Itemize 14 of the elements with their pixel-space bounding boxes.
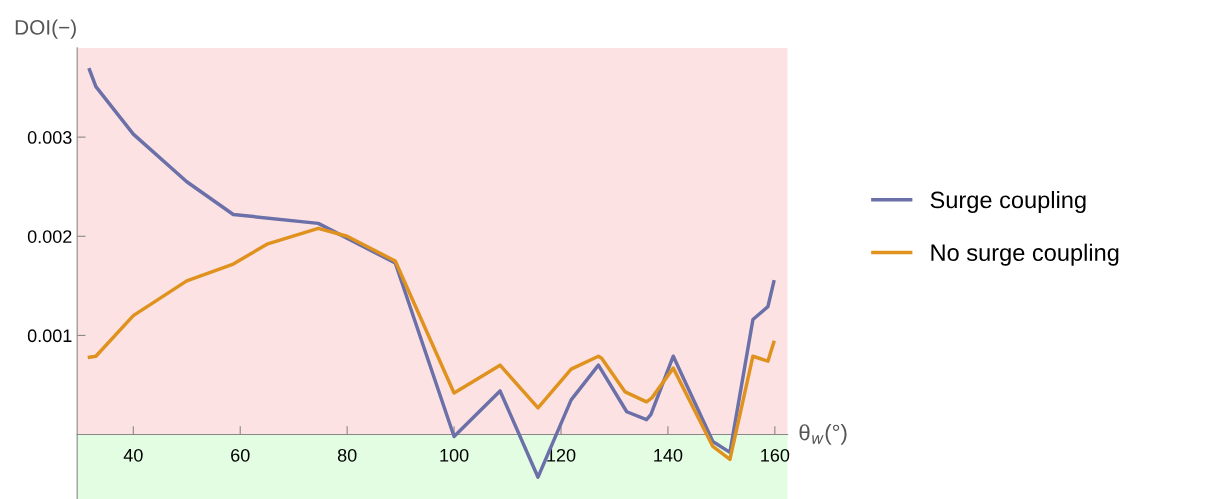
x-tick-label: 120 <box>547 448 576 462</box>
x-tick-label: 40 <box>123 448 143 462</box>
x-tick-label: 60 <box>231 448 250 462</box>
y-tick-label: 0.001 <box>27 329 72 343</box>
x-tick-label: 160 <box>761 448 790 462</box>
x-axis-title: θ$_{w}$(°) <box>799 424 847 445</box>
y-tick-label: 0.002 <box>27 230 72 243</box>
x-tick-label: 140 <box>654 448 683 462</box>
y-tick-label: 0.003 <box>27 131 72 144</box>
y-axis-title: DOI(−) <box>15 19 76 39</box>
x-tick-label: 80 <box>337 448 357 462</box>
legend-label: Surge coupling <box>930 190 1086 213</box>
legend-label: No surge coupling <box>931 243 1119 266</box>
x-tick-label: 100 <box>440 448 469 462</box>
